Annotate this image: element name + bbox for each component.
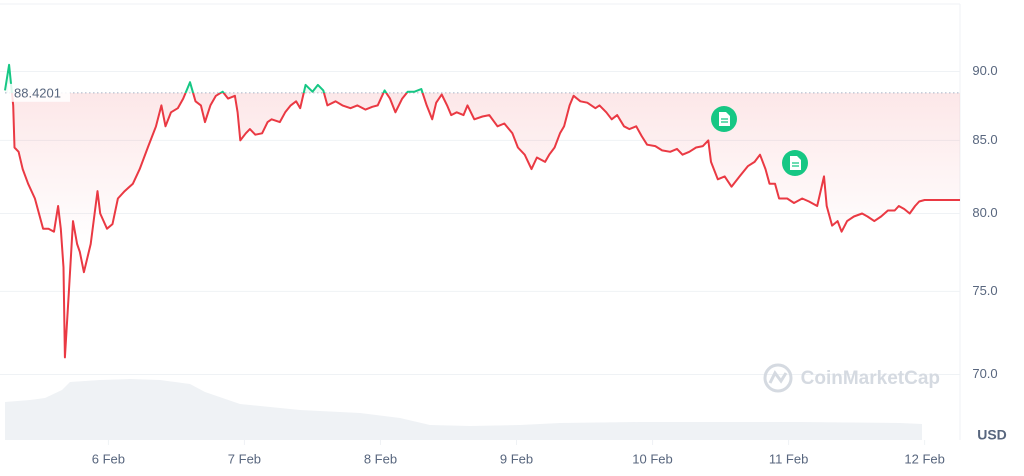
x-tick-label: 9 Feb [500,451,533,466]
watermark: CoinMarketCap [801,368,940,389]
x-tick-label: 8 Feb [364,451,397,466]
plot: 88.4201 [4,63,960,359]
y-tick-label: 70.0 [972,366,997,381]
price-line [4,63,960,359]
x-tick-label: 11 Feb [769,451,809,466]
x-tick-label: 7 Feb [228,451,261,466]
y-tick-label: 75.0 [972,283,997,298]
news-marker[interactable] [711,106,737,132]
y-tick-label: 90.0 [972,63,997,78]
news-marker[interactable] [782,150,808,176]
baseline-label-bg [8,83,70,102]
x-tick-label: 12 Feb [904,451,944,466]
watermark-logo [763,363,793,393]
baseline-label: 88.4201 [14,85,61,100]
y-tick-label: 80.0 [972,205,997,220]
x-tick-label: 10 Feb [632,451,672,466]
y-axis-unit: USD [977,427,1007,443]
y-tick-label: 85.0 [972,132,997,147]
x-tick-label: 6 Feb [92,451,125,466]
volume-area [5,379,922,440]
price-area [5,64,960,358]
